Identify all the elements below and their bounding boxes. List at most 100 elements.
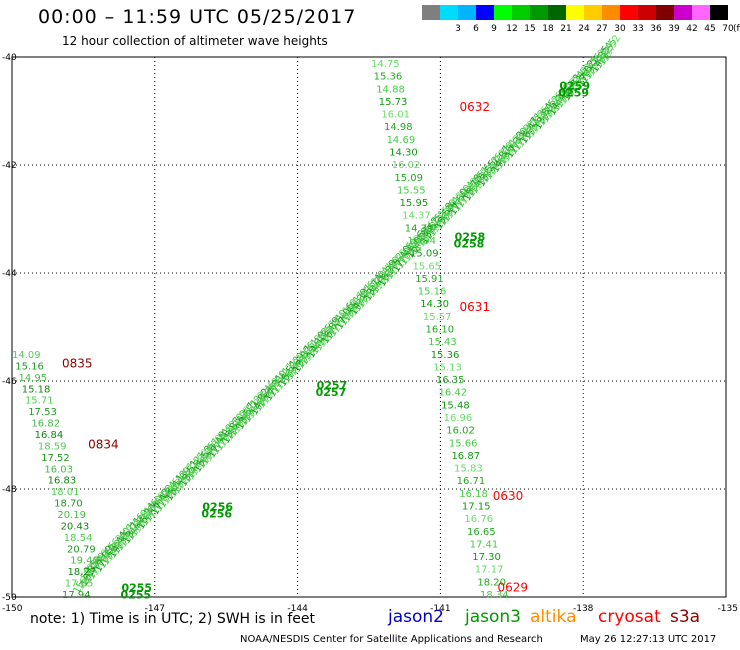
legend-label: 39 bbox=[668, 24, 680, 34]
swh-value: 18.27 bbox=[68, 567, 97, 578]
legend-swatch bbox=[422, 5, 440, 20]
swh-value: 15.09 bbox=[410, 249, 439, 260]
swh-value: 15.16 bbox=[15, 361, 44, 372]
lat-tick-label: -42 bbox=[2, 161, 17, 171]
swh-value: 16.10 bbox=[426, 325, 455, 336]
swh-value: 15.65 bbox=[413, 261, 442, 272]
swh-value: 15.57 bbox=[423, 312, 452, 323]
swh-value: 20.43 bbox=[61, 521, 90, 532]
legend-swatch bbox=[656, 5, 674, 20]
swh-value: 17.52 bbox=[41, 453, 70, 464]
lat-tick-label: -40 bbox=[2, 53, 17, 63]
swh-value: 14.95 bbox=[18, 373, 47, 384]
lon-tick-label: -150 bbox=[2, 604, 23, 614]
legend-swatch bbox=[440, 5, 458, 20]
time-label: 0258 bbox=[454, 238, 485, 251]
map-subtitle: 12 hour collection of altimeter wave hei… bbox=[62, 34, 328, 48]
legend-swatch bbox=[566, 5, 584, 20]
legend-label: 45 bbox=[704, 24, 716, 34]
swh-value: 15.04 bbox=[407, 236, 436, 247]
swh-value: 18.70 bbox=[54, 499, 83, 510]
time-label: 0256 bbox=[201, 508, 232, 521]
swh-value: 17.53 bbox=[28, 407, 57, 418]
time-label: 0255 bbox=[121, 582, 152, 595]
swh-value: 16.87 bbox=[451, 451, 480, 462]
legend-label: 6 bbox=[473, 24, 479, 34]
swh-value: 14.98 bbox=[384, 122, 413, 133]
swh-value: 14.75 bbox=[371, 59, 400, 70]
map-title: 00:00 – 11:59 UTC 05/25/2017 bbox=[38, 6, 357, 28]
swh-value: 15.36 bbox=[374, 72, 403, 83]
swh-value: 16.18 bbox=[459, 489, 488, 500]
time-label: 0255 bbox=[120, 589, 151, 602]
swh-value: 14.30 bbox=[420, 299, 449, 310]
legend-swatch bbox=[548, 5, 566, 20]
swh-value: 17.94 bbox=[62, 590, 91, 601]
legend-label: 3 bbox=[455, 24, 461, 34]
time-label: 0834 bbox=[88, 438, 119, 452]
time-label: 0257 bbox=[316, 386, 347, 399]
swh-value: 20.79 bbox=[67, 544, 96, 555]
legend-label: 30 bbox=[614, 24, 626, 34]
swh-value: 15.16 bbox=[418, 287, 447, 298]
lon-tick-label: -135 bbox=[718, 604, 738, 614]
note-text: note: 1) Time is in UTC; 2) SWH is in fe… bbox=[30, 611, 316, 627]
swh-value: 14.09 bbox=[12, 350, 41, 361]
lon-tick-label: -138 bbox=[573, 604, 594, 614]
swh-value: 17.17 bbox=[475, 565, 504, 576]
time-label: 0630 bbox=[493, 489, 524, 503]
swh-value: 16.84 bbox=[35, 430, 64, 441]
legend-label: 24 bbox=[578, 24, 590, 34]
legend-swatch bbox=[512, 5, 530, 20]
swh-value: 15.55 bbox=[397, 185, 426, 196]
time-label: 0256 bbox=[202, 501, 233, 514]
lat-tick-label: -44 bbox=[2, 269, 17, 279]
swh-value: 15.48 bbox=[441, 400, 470, 411]
legend-label: 33 bbox=[632, 24, 644, 34]
legend-swatch bbox=[620, 5, 638, 20]
swh-value: 15.95 bbox=[400, 198, 429, 209]
swh-value: 16.02 bbox=[446, 426, 475, 437]
swh-value: 20.19 bbox=[57, 510, 86, 521]
swh-value: 14.30 bbox=[389, 148, 418, 159]
axis-ticks: -40 -42 -44 -46 -48 -50-150 -147 -144 -141 -138 -1… bbox=[2, 53, 738, 614]
lat-tick-label: -50 bbox=[2, 593, 17, 603]
satellite-name: altika bbox=[530, 607, 577, 627]
swh-value: 14.69 bbox=[387, 135, 416, 146]
swh-value: 15.13 bbox=[433, 362, 462, 373]
swh-value: 18.01 bbox=[51, 487, 80, 498]
swh-value: 17.41 bbox=[470, 539, 499, 550]
swh-value: 18.54 bbox=[64, 533, 93, 544]
legend-label: 12 bbox=[506, 24, 518, 34]
legend-label: 18 bbox=[542, 24, 554, 34]
swh-value: 16.02 bbox=[392, 160, 421, 171]
lon-tick-label: -141 bbox=[430, 604, 450, 614]
footer-timestamp: May 26 12:27:13 UTC 2017 bbox=[580, 634, 717, 645]
swh-value: 18.34 bbox=[480, 590, 509, 601]
legend-label: 27 bbox=[596, 24, 608, 34]
swh-value: 16.03 bbox=[44, 464, 73, 475]
swh-value: 15.43 bbox=[428, 337, 457, 348]
swh-value: 15.83 bbox=[454, 464, 483, 475]
swh-value: 17.15 bbox=[462, 502, 491, 513]
swh-value: 16.65 bbox=[467, 527, 496, 538]
lat-tick-label: -46 bbox=[2, 377, 17, 387]
satellite-name: s3a bbox=[670, 607, 701, 627]
legend-swatch bbox=[476, 5, 494, 20]
swh-value: 15.09 bbox=[394, 173, 423, 184]
lat-tick-label: -48 bbox=[2, 485, 17, 495]
graticule bbox=[12, 57, 726, 597]
swh-value: 14.39 bbox=[405, 223, 434, 234]
swh-value: 16.82 bbox=[31, 419, 60, 430]
legend-swatch bbox=[674, 5, 692, 20]
legend-label: 21 bbox=[560, 24, 572, 34]
swh-value: 15.66 bbox=[449, 438, 478, 449]
time-label: 0632 bbox=[459, 100, 490, 114]
time-label: 0629 bbox=[498, 581, 529, 595]
swh-value: 15.73 bbox=[379, 97, 408, 108]
swh-value: 15.36 bbox=[431, 350, 460, 361]
legend-swatch bbox=[692, 5, 710, 20]
swh-value: 16.83 bbox=[48, 476, 77, 487]
swh-value: 16.35 bbox=[436, 375, 465, 386]
map-frame bbox=[11, 56, 727, 598]
